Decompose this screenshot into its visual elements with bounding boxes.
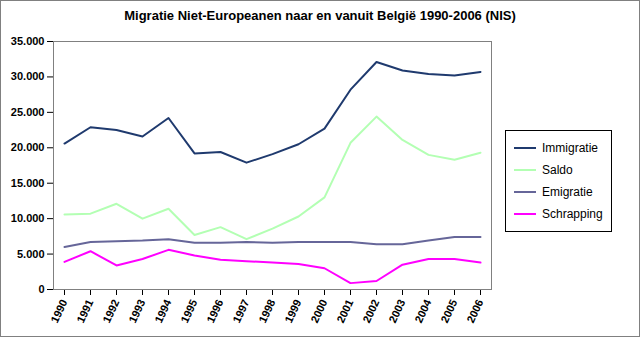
html-text:Migratie Niet-Europeanen naar: Migratie Niet-Europeanen naar en vanuit … (124, 8, 516, 23)
svg-text:30.000: 30.000 (11, 70, 45, 82)
svg-text:10.000: 10.000 (11, 212, 45, 224)
svg-text:2002: 2002 (360, 297, 381, 324)
svg-text:35.000: 35.000 (11, 35, 45, 47)
html-text:Saldo: Saldo (542, 163, 573, 177)
svg-text:5.000: 5.000 (17, 248, 45, 260)
svg-text:0: 0 (38, 283, 44, 295)
html-text:Immigratie: Immigratie (542, 141, 598, 155)
svg-text:1994: 1994 (152, 297, 174, 325)
svg-text:2004: 2004 (412, 297, 434, 325)
svg-text:1995: 1995 (178, 297, 199, 324)
svg-text:1992: 1992 (100, 297, 121, 324)
html-text:Schrapping: Schrapping (542, 207, 603, 221)
svg-text:2003: 2003 (386, 297, 407, 324)
svg-text:2006: 2006 (464, 297, 485, 324)
svg-text:1996: 1996 (204, 297, 225, 324)
svg-text:15.000: 15.000 (11, 177, 45, 189)
svg-text:1991: 1991 (74, 297, 95, 324)
svg-text:1993: 1993 (126, 297, 147, 324)
svg-text:20.000: 20.000 (11, 141, 45, 153)
svg-text:2000: 2000 (308, 297, 329, 324)
svg-text:1997: 1997 (230, 297, 251, 324)
svg-text:2001: 2001 (334, 297, 355, 324)
svg-text:2005: 2005 (438, 297, 459, 324)
svg-text:25.000: 25.000 (11, 106, 45, 118)
svg-text:1990: 1990 (48, 297, 69, 324)
svg-text:1998: 1998 (256, 297, 277, 324)
svg-text:1999: 1999 (282, 297, 303, 324)
html-text:Emigratie: Emigratie (542, 185, 593, 199)
